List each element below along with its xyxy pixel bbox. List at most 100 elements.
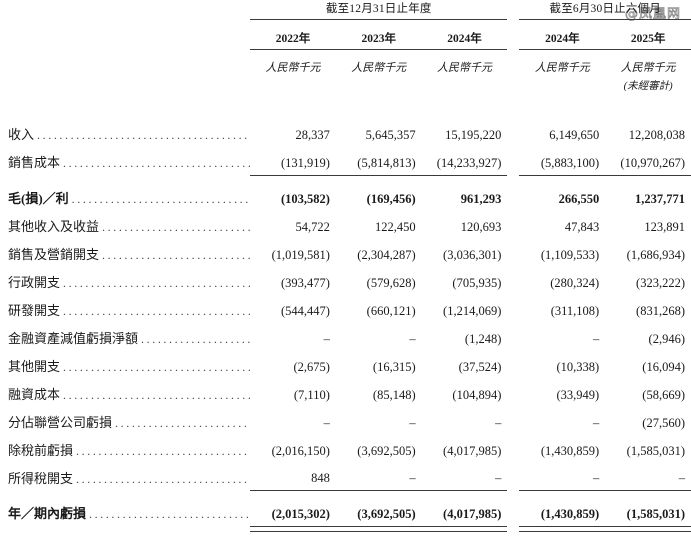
table-row: 金融資產減值虧損淨額..............................…: [0, 323, 691, 351]
row-label: 金融資產減值虧損淨額: [8, 330, 142, 346]
row-label-cell: 其他開支....................................…: [0, 351, 250, 379]
row-value-cell: 1,237,771: [635, 191, 685, 206]
column-unit-1: 人民幣千元: [265, 62, 321, 74]
column-gap: [507, 183, 519, 211]
row-value-cell: (4,017,985): [443, 506, 502, 521]
column-unit-2: 人民幣千元: [351, 62, 407, 74]
rule-segment: [335, 525, 422, 532]
row-value-cell: (58,669): [642, 387, 685, 402]
header-year-gap: [507, 26, 519, 50]
row-value-cell: (1,019,581): [271, 247, 330, 262]
row-label-cell: 銷售成本....................................…: [0, 147, 250, 175]
row-label-cell: 其他收入及收益.................................…: [0, 211, 250, 239]
header-group-row: 截至12月31日止年度 截至6月30日止六個月: [0, 0, 691, 20]
unaudited-blank-4: [519, 75, 605, 93]
row-label: 收入: [8, 127, 38, 142]
rule-label-spacer: [0, 175, 250, 183]
rule-segment: [519, 525, 606, 532]
row-value-cell: (705,935): [452, 275, 502, 290]
dot-leader: ........................................…: [63, 303, 250, 318]
row-value-cell: 266,550: [558, 191, 600, 206]
dot-leader: ........................................…: [63, 387, 250, 402]
row-value-cell: 848: [311, 471, 330, 485]
row-label-cell: 分佔聯營公司虧損................................…: [0, 407, 250, 435]
row-value-cell: (16,315): [372, 359, 416, 374]
rule-label-spacer: [0, 491, 250, 499]
rule-segment: [250, 174, 336, 183]
row-value-cell: 6,149,650: [549, 128, 600, 142]
row-label-cell: 金融資產減值虧損淨額..............................…: [0, 323, 250, 351]
row-value-cell: (544,447): [280, 303, 330, 318]
row-value-cell: (16,094): [642, 359, 685, 374]
column-unit-4: 人民幣千元: [534, 62, 590, 74]
rule-segment: [421, 525, 508, 532]
column-header-year-2022: 2022年: [250, 26, 336, 50]
column-gap: [507, 323, 519, 351]
row-value-cell: (5,814,813): [357, 155, 416, 170]
row-value-cell: –: [592, 471, 600, 485]
row-value-cell: (2,946): [648, 331, 685, 346]
row-value-cell: –: [495, 471, 502, 485]
dot-leader: ........................................…: [76, 443, 251, 458]
row-label: 行政開支: [8, 274, 64, 290]
row-value-cell: (5,883,100): [540, 155, 600, 170]
row-value-cell: (311,108): [550, 303, 600, 318]
row-value-cell: (831,268): [636, 303, 685, 318]
dot-leader: ........................................…: [102, 219, 250, 234]
unaudited-corner: [0, 75, 250, 93]
income-statement-table: 截至12月31日止年度 截至6月30日止六個月 2022年 2023年 2024…: [0, 0, 691, 532]
row-value-cell: –: [409, 471, 416, 485]
row-value-cell: 5,645,357: [365, 128, 416, 142]
row-value-cell: (1,214,069): [443, 303, 502, 318]
row-value-cell: 961,293: [460, 191, 502, 206]
unaudited-blank-2: [336, 75, 422, 93]
unaudited-blank-3: [422, 75, 508, 93]
row-label: 分佔聯營公司虧損: [8, 414, 116, 430]
row-value-cell: (103,582): [280, 191, 330, 206]
row-label-cell: 毛(損)／利..................................…: [0, 183, 250, 211]
row-value-cell: –: [592, 331, 600, 346]
header-currency-row: 人民幣千元 人民幣千元 人民幣千元 人民幣千元 人民幣千元: [0, 50, 691, 76]
rule-segment: [335, 174, 422, 183]
column-header-year-2024-interim: 2024年: [519, 26, 606, 50]
row-value-cell: (10,970,267): [620, 155, 685, 170]
table-row: 銷售及營銷開支.................................…: [0, 239, 691, 267]
column-gap: [507, 351, 519, 379]
row-value-cell: (2,015,302): [271, 506, 330, 521]
spacer-cell: [250, 93, 507, 119]
column-header-year-2025-interim: 2025年: [605, 26, 691, 50]
rule-segment: [250, 490, 336, 498]
row-label: 所得稅開支: [8, 470, 77, 486]
row-value-cell: (131,919): [280, 155, 330, 170]
row-label: 除稅前虧損: [8, 442, 77, 458]
table-row: 銷售成本....................................…: [0, 147, 691, 175]
spacer-cell: [507, 93, 519, 119]
rule-segment: [335, 490, 422, 498]
rule-gap: [507, 491, 519, 499]
row-value-cell: –: [323, 415, 330, 430]
column-gap: [507, 211, 519, 239]
table-row: 其他開支....................................…: [0, 351, 691, 379]
dot-leader: ........................................…: [63, 359, 250, 374]
rule-segment: [605, 174, 691, 183]
dot-leader: ........................................…: [37, 128, 250, 142]
row-value-cell: –: [495, 415, 502, 430]
header-currency-corner: [0, 50, 250, 76]
row-value-cell: 54,722: [295, 219, 330, 234]
column-gap: [507, 267, 519, 295]
row-value-cell: (2,304,287): [357, 247, 416, 262]
column-gap: [507, 239, 519, 267]
dot-leader: ........................................…: [115, 415, 250, 430]
row-value-cell: (1,248): [464, 331, 502, 346]
dot-leader: ........................................…: [141, 331, 251, 346]
row-label-cell: 除稅前虧損...................................…: [0, 435, 250, 463]
row-label: 融資成本: [8, 386, 64, 402]
row-value-cell: (579,628): [366, 275, 416, 290]
row-value-cell: (660,121): [366, 303, 416, 318]
total-double-rule-row: [0, 525, 691, 532]
table-row: 行政開支....................................…: [0, 267, 691, 295]
row-value-cell: 122,450: [375, 219, 416, 234]
row-value-cell: (1,585,031): [626, 443, 685, 458]
dot-leader: ........................................…: [63, 156, 250, 170]
header-group-annual: 截至12月31日止年度: [250, 0, 508, 20]
